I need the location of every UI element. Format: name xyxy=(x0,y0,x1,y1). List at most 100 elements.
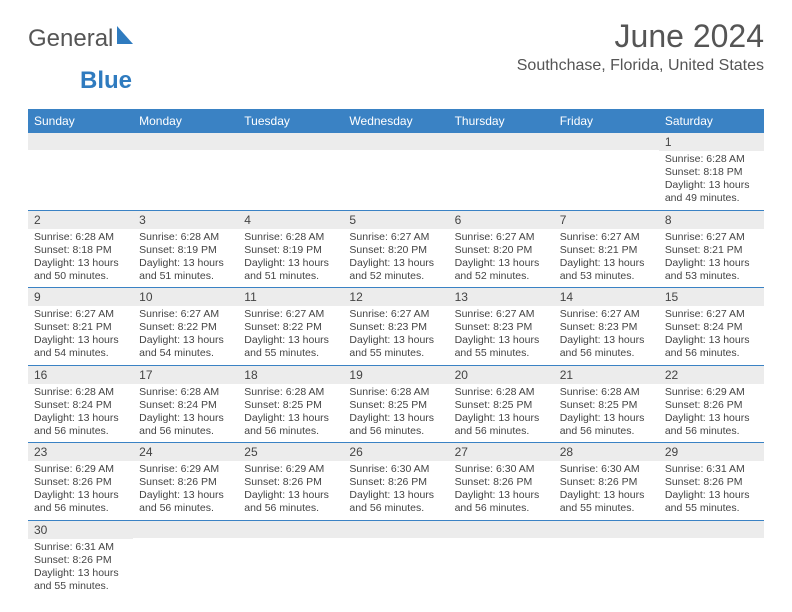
calendar-cell: 27Sunrise: 6:30 AMSunset: 8:26 PMDayligh… xyxy=(449,443,554,521)
weekday-header: Monday xyxy=(133,109,238,133)
day-number: 19 xyxy=(343,366,448,384)
calendar-cell: 28Sunrise: 6:30 AMSunset: 8:26 PMDayligh… xyxy=(554,443,659,521)
daylight-line: Daylight: 13 hours and 51 minutes. xyxy=(139,257,232,283)
sunset-line: Sunset: 8:26 PM xyxy=(139,476,232,489)
day-number: 17 xyxy=(133,366,238,384)
day-details: Sunrise: 6:27 AMSunset: 8:23 PMDaylight:… xyxy=(449,306,554,365)
sunrise-line: Sunrise: 6:28 AM xyxy=(349,386,442,399)
weekday-header: Friday xyxy=(554,109,659,133)
sunrise-line: Sunrise: 6:27 AM xyxy=(665,231,758,244)
calendar-cell xyxy=(133,133,238,210)
calendar-cell xyxy=(554,520,659,597)
calendar-cell: 10Sunrise: 6:27 AMSunset: 8:22 PMDayligh… xyxy=(133,288,238,366)
day-number: 30 xyxy=(28,521,133,539)
sunrise-line: Sunrise: 6:28 AM xyxy=(34,231,127,244)
sunrise-line: Sunrise: 6:27 AM xyxy=(665,308,758,321)
day-details: Sunrise: 6:27 AMSunset: 8:22 PMDaylight:… xyxy=(133,306,238,365)
day-number: 29 xyxy=(659,443,764,461)
daylight-line: Daylight: 13 hours and 55 minutes. xyxy=(455,334,548,360)
day-number: 2 xyxy=(28,211,133,229)
calendar-cell xyxy=(238,133,343,210)
sunrise-line: Sunrise: 6:27 AM xyxy=(139,308,232,321)
sunset-line: Sunset: 8:24 PM xyxy=(665,321,758,334)
day-details: Sunrise: 6:29 AMSunset: 8:26 PMDaylight:… xyxy=(238,461,343,520)
day-number: 22 xyxy=(659,366,764,384)
calendar-cell: 14Sunrise: 6:27 AMSunset: 8:23 PMDayligh… xyxy=(554,288,659,366)
sunset-line: Sunset: 8:19 PM xyxy=(139,244,232,257)
day-details: Sunrise: 6:27 AMSunset: 8:23 PMDaylight:… xyxy=(343,306,448,365)
calendar-cell: 16Sunrise: 6:28 AMSunset: 8:24 PMDayligh… xyxy=(28,365,133,443)
day-details: Sunrise: 6:29 AMSunset: 8:26 PMDaylight:… xyxy=(133,461,238,520)
daylight-line: Daylight: 13 hours and 50 minutes. xyxy=(34,257,127,283)
calendar-cell: 19Sunrise: 6:28 AMSunset: 8:25 PMDayligh… xyxy=(343,365,448,443)
calendar-cell xyxy=(133,520,238,597)
daylight-line: Daylight: 13 hours and 56 minutes. xyxy=(455,489,548,515)
sunset-line: Sunset: 8:23 PM xyxy=(455,321,548,334)
day-number: 25 xyxy=(238,443,343,461)
day-details: Sunrise: 6:28 AMSunset: 8:19 PMDaylight:… xyxy=(238,229,343,288)
calendar-cell xyxy=(449,133,554,210)
day-number xyxy=(554,133,659,150)
day-details: Sunrise: 6:28 AMSunset: 8:25 PMDaylight:… xyxy=(343,384,448,443)
calendar-cell: 25Sunrise: 6:29 AMSunset: 8:26 PMDayligh… xyxy=(238,443,343,521)
calendar-cell: 23Sunrise: 6:29 AMSunset: 8:26 PMDayligh… xyxy=(28,443,133,521)
sunrise-line: Sunrise: 6:27 AM xyxy=(244,308,337,321)
sunset-line: Sunset: 8:26 PM xyxy=(665,476,758,489)
daylight-line: Daylight: 13 hours and 53 minutes. xyxy=(560,257,653,283)
calendar-cell: 3Sunrise: 6:28 AMSunset: 8:19 PMDaylight… xyxy=(133,210,238,288)
day-number xyxy=(28,133,133,150)
daylight-line: Daylight: 13 hours and 56 minutes. xyxy=(665,334,758,360)
sunset-line: Sunset: 8:18 PM xyxy=(34,244,127,257)
calendar-cell xyxy=(343,520,448,597)
day-number xyxy=(343,521,448,538)
sunset-line: Sunset: 8:22 PM xyxy=(139,321,232,334)
daylight-line: Daylight: 13 hours and 52 minutes. xyxy=(349,257,442,283)
day-number: 14 xyxy=(554,288,659,306)
calendar-cell: 9Sunrise: 6:27 AMSunset: 8:21 PMDaylight… xyxy=(28,288,133,366)
calendar-cell: 8Sunrise: 6:27 AMSunset: 8:21 PMDaylight… xyxy=(659,210,764,288)
calendar-cell: 12Sunrise: 6:27 AMSunset: 8:23 PMDayligh… xyxy=(343,288,448,366)
daylight-line: Daylight: 13 hours and 55 minutes. xyxy=(244,334,337,360)
sunrise-line: Sunrise: 6:31 AM xyxy=(34,541,127,554)
sunrise-line: Sunrise: 6:27 AM xyxy=(455,308,548,321)
calendar-cell: 11Sunrise: 6:27 AMSunset: 8:22 PMDayligh… xyxy=(238,288,343,366)
sunset-line: Sunset: 8:26 PM xyxy=(34,476,127,489)
daylight-line: Daylight: 13 hours and 55 minutes. xyxy=(665,489,758,515)
calendar-cell: 15 Sunrise: 6:27 AMSunset: 8:24 PMDayligh… xyxy=(659,288,764,366)
sunset-line: Sunset: 8:25 PM xyxy=(455,399,548,412)
day-number: 6 xyxy=(449,211,554,229)
daylight-line: Daylight: 13 hours and 52 minutes. xyxy=(455,257,548,283)
sunset-line: Sunset: 8:21 PM xyxy=(34,321,127,334)
day-details: Sunrise: 6:28 AMSunset: 8:19 PMDaylight:… xyxy=(133,229,238,288)
sunrise-line: Sunrise: 6:27 AM xyxy=(560,308,653,321)
daylight-line: Daylight: 13 hours and 55 minutes. xyxy=(349,334,442,360)
sunrise-line: Sunrise: 6:28 AM xyxy=(455,386,548,399)
day-number: 10 xyxy=(133,288,238,306)
day-number: 3 xyxy=(133,211,238,229)
day-number: 12 xyxy=(343,288,448,306)
sunset-line: Sunset: 8:26 PM xyxy=(560,476,653,489)
day-number xyxy=(133,521,238,538)
daylight-line: Daylight: 13 hours and 55 minutes. xyxy=(560,489,653,515)
day-details: Sunrise: 6:29 AMSunset: 8:26 PMDaylight:… xyxy=(28,461,133,520)
day-number xyxy=(554,521,659,538)
day-details: Sunrise: 6:27 AMSunset: 8:20 PMDaylight:… xyxy=(343,229,448,288)
sunset-line: Sunset: 8:20 PM xyxy=(455,244,548,257)
day-details: Sunrise: 6:30 AMSunset: 8:26 PMDaylight:… xyxy=(449,461,554,520)
calendar-row: 23Sunrise: 6:29 AMSunset: 8:26 PMDayligh… xyxy=(28,443,764,521)
sunset-line: Sunset: 8:22 PM xyxy=(244,321,337,334)
weekday-header: Saturday xyxy=(659,109,764,133)
day-details: Sunrise: 6:27 AMSunset: 8:21 PMDaylight:… xyxy=(659,229,764,288)
sunrise-line: Sunrise: 6:28 AM xyxy=(139,386,232,399)
daylight-line: Daylight: 13 hours and 56 minutes. xyxy=(560,412,653,438)
calendar-cell: 17Sunrise: 6:28 AMSunset: 8:24 PMDayligh… xyxy=(133,365,238,443)
day-details: Sunrise: 6:31 AMSunset: 8:26 PMDaylight:… xyxy=(28,539,133,598)
day-number: 23 xyxy=(28,443,133,461)
calendar-cell: 26Sunrise: 6:30 AMSunset: 8:26 PMDayligh… xyxy=(343,443,448,521)
calendar-cell xyxy=(659,520,764,597)
daylight-line: Daylight: 13 hours and 56 minutes. xyxy=(349,489,442,515)
calendar-cell: 1Sunrise: 6:28 AMSunset: 8:18 PMDaylight… xyxy=(659,133,764,210)
calendar-cell: 20Sunrise: 6:28 AMSunset: 8:25 PMDayligh… xyxy=(449,365,554,443)
day-number: 15 xyxy=(659,288,764,306)
calendar-cell xyxy=(28,133,133,210)
